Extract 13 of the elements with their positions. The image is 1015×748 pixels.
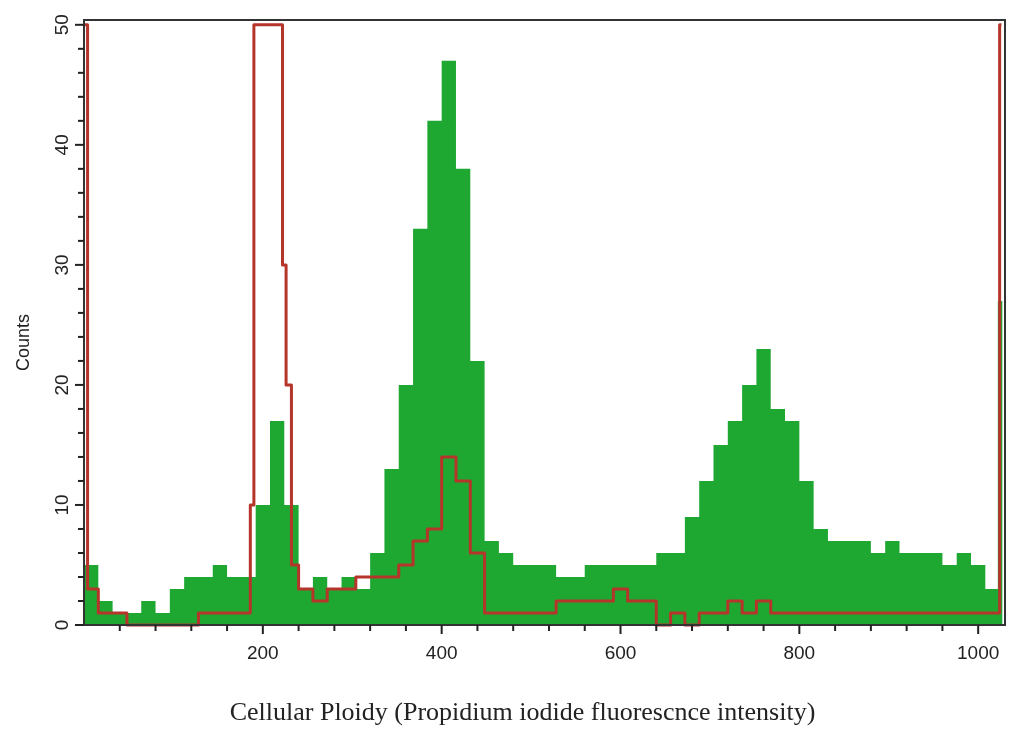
x-tick-label: 800 <box>783 642 816 663</box>
y-tick-label: 0 <box>51 619 72 631</box>
x-axis-title: Cellular Ploidy (Propidium iodide fluorescnce intensity) <box>229 697 816 726</box>
y-tick-label: 10 <box>51 494 72 516</box>
y-tick-label: 40 <box>51 134 72 156</box>
x-tick-label: 200 <box>246 642 279 663</box>
y-tick-label: 20 <box>51 374 72 396</box>
x-tick-label: 1000 <box>957 642 1000 663</box>
y-tick-label: 50 <box>51 14 72 36</box>
x-tick-label: 600 <box>604 642 637 663</box>
y-tick-label: 30 <box>51 254 72 276</box>
y-axis-title: Counts <box>13 313 33 372</box>
x-tick-label: 400 <box>425 642 458 663</box>
